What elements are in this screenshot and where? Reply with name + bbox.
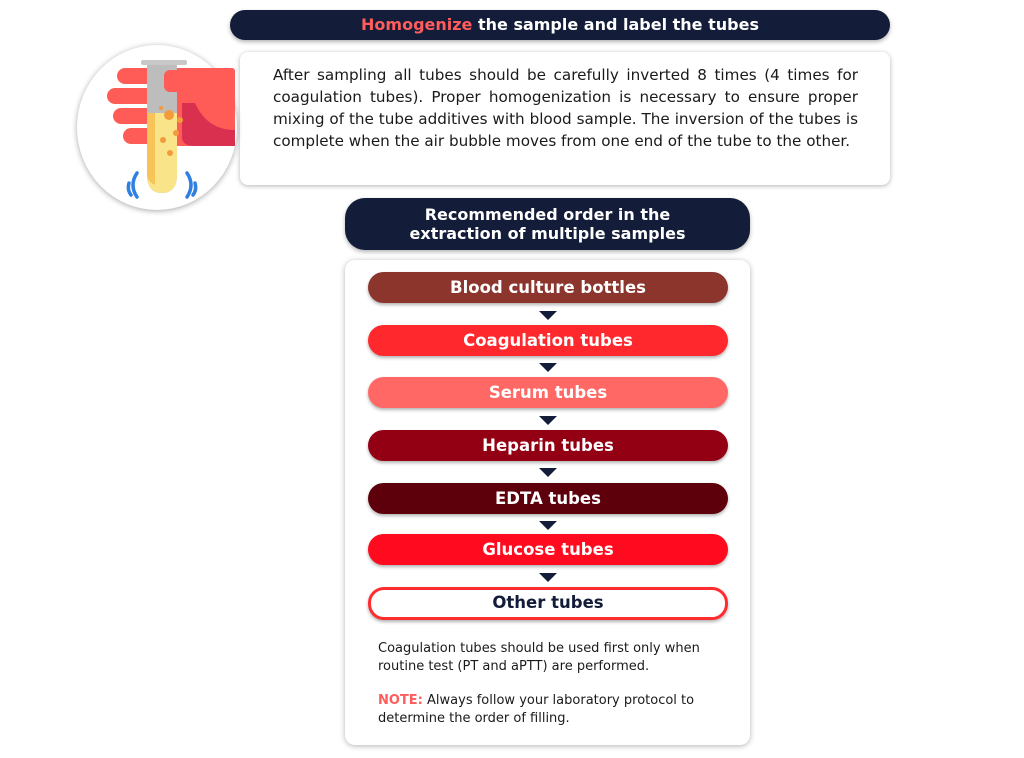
step-coagulation: Coagulation tubes [368,325,728,356]
header-accent: Homogenize [361,15,473,34]
step-other: Other tubes [368,587,728,620]
arrow-down-icon [539,311,557,320]
arrow-down-icon [539,416,557,425]
hand-shaking-test-tube-icon [107,60,235,199]
section-header: Homogenize the sample and label the tube… [230,10,890,40]
icon-circle [77,45,237,210]
note-text: Always follow your laboratory protocol t… [378,693,695,726]
order-title-line1: Recommended order in the [424,205,671,224]
arrow-down-icon [539,521,557,530]
step-edta: EDTA tubes [368,483,728,514]
order-title-line2: extraction of multiple samples [409,224,686,243]
order-title: Recommended order in the extraction of mu… [345,198,750,250]
protocol-note: NOTE: Always follow your laboratory prot… [378,692,718,728]
step-glucose: Glucose tubes [368,534,728,565]
note-label: NOTE: [378,693,423,708]
intro-text: After sampling all tubes should be caref… [273,66,858,150]
header-rest: the sample and label the tubes [472,15,759,34]
step-serum: Serum tubes [368,377,728,408]
arrow-down-icon [539,468,557,477]
coagulation-note: Coagulation tubes should be used first o… [378,641,700,674]
order-card: Blood culture bottles Coagulation tubes … [345,260,750,745]
arrow-down-icon [539,573,557,582]
step-blood-culture: Blood culture bottles [368,272,728,303]
step-heparin: Heparin tubes [368,430,728,461]
intro-box: After sampling all tubes should be caref… [240,52,890,185]
arrow-down-icon [539,363,557,372]
